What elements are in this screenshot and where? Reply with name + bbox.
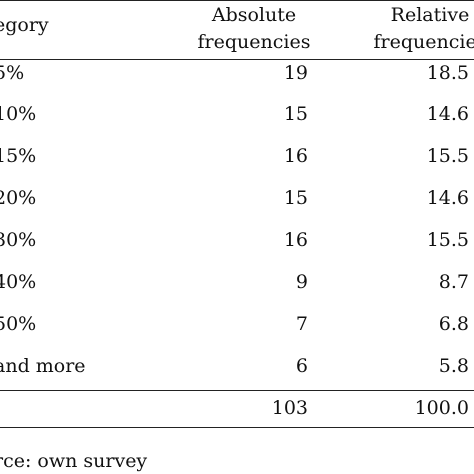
header-absolute-frequencies: Absolute frequencies	[188, 2, 320, 56]
row-3-relative: 14.6	[426, 187, 469, 209]
row-2-relative: 15.5	[426, 145, 469, 167]
row-5-category: 40%	[0, 271, 37, 293]
row-5-relative: 8.7	[438, 271, 469, 293]
table-top-rule	[0, 0, 474, 1]
row-6-absolute: 7	[295, 313, 308, 335]
row-7-category: and more	[0, 355, 86, 377]
row-0-relative: 18.5	[426, 62, 469, 84]
header-rule	[0, 59, 474, 60]
row-1-relative: 14.6	[426, 103, 469, 125]
total-rule	[0, 390, 474, 391]
row-4-absolute: 16	[283, 229, 308, 251]
table-bottom-rule	[0, 427, 474, 428]
header-absolute-line1: Absolute	[211, 4, 297, 26]
header-absolute-line2: frequencies	[197, 31, 311, 53]
row-2-absolute: 16	[283, 145, 308, 167]
header-relative-line1: Relative	[390, 4, 470, 26]
row-6-relative: 6.8	[438, 313, 469, 335]
header-relative-frequencies: Relative frequencies	[355, 2, 474, 56]
total-relative: 100.0	[414, 397, 469, 419]
row-7-relative: 5.8	[438, 355, 469, 377]
row-4-category: 30%	[0, 229, 37, 251]
header-relative-line2: frequencies	[373, 31, 474, 53]
row-6-category: 50%	[0, 313, 37, 335]
source-note: rce: own survey	[0, 450, 148, 472]
row-0-absolute: 19	[283, 62, 308, 84]
row-1-absolute: 15	[283, 103, 308, 125]
total-absolute: 103	[271, 397, 308, 419]
row-1-category: 10%	[0, 103, 37, 125]
row-2-category: 15%	[0, 145, 37, 167]
header-category: egory	[0, 14, 49, 36]
row-3-absolute: 15	[283, 187, 308, 209]
row-5-absolute: 9	[295, 271, 308, 293]
row-7-absolute: 6	[295, 355, 308, 377]
row-0-category: 5%	[0, 62, 25, 84]
row-4-relative: 15.5	[426, 229, 469, 251]
row-3-category: 20%	[0, 187, 37, 209]
